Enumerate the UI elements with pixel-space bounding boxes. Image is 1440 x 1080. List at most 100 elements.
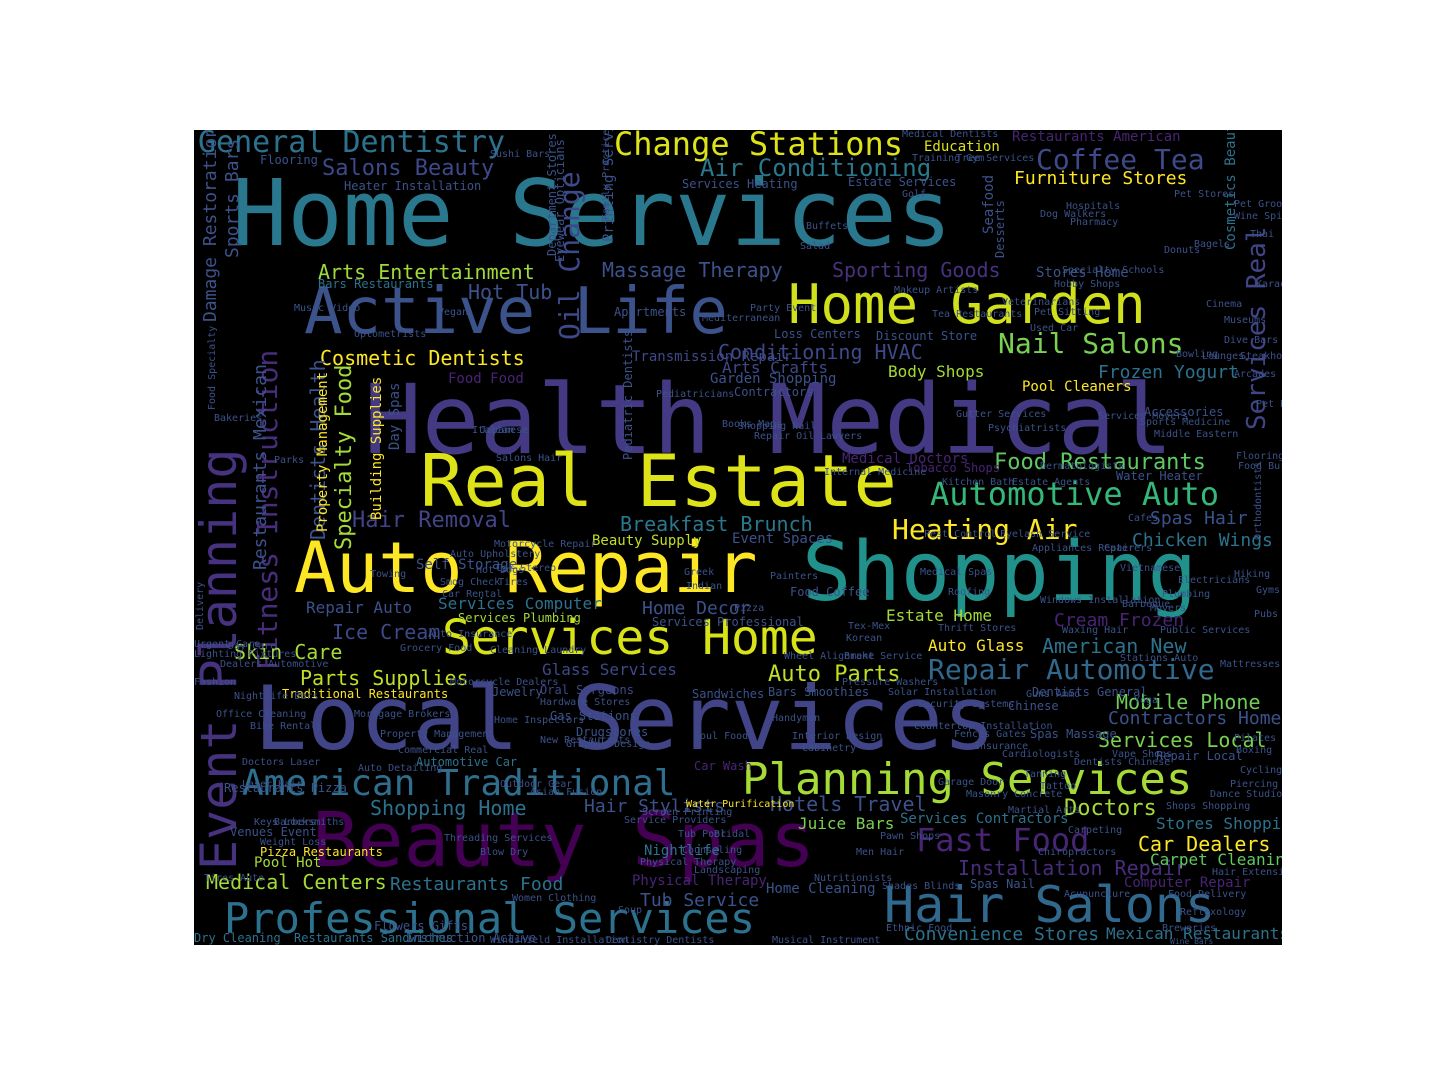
word-cosmetic-dentists: Cosmetic Dentists <box>320 346 525 370</box>
word-repair-local: Repair Local <box>1156 749 1243 763</box>
word-caterers: Caterers <box>1104 543 1153 554</box>
word-tobacco-shops: Tobacco Shops <box>906 461 1000 475</box>
word-day-care: Day Care <box>228 641 277 652</box>
word-optometrists: Optometrists <box>354 329 427 340</box>
word-hobby-shops: Hobby Shops <box>1054 279 1121 290</box>
word-acupuncture: Acupuncture <box>1064 889 1131 900</box>
word-roofing: Roofing <box>948 587 991 598</box>
word-weight-loss: Weight Loss <box>260 837 327 848</box>
word-massage-therapy: Massage Therapy <box>602 258 783 282</box>
word-pool-hot: Pool Hot <box>254 855 322 871</box>
word-solar-installation: Solar Installation <box>888 687 997 698</box>
word-shops-shopping: Shops Shopping <box>1166 801 1251 812</box>
word-tea-restaurants: Tea Restaurants <box>932 309 1023 320</box>
word-plumbing: Plumbing <box>1162 589 1211 600</box>
word-wine-spirits: Wine Spirits <box>1234 211 1282 222</box>
word-professional-services: Professional Services <box>224 894 756 943</box>
word-home-decor: Home Decor <box>642 598 751 619</box>
word-cleaning-laundry: Cleaning Laundry <box>490 645 587 656</box>
word-family-practice: Family Practice <box>601 130 612 220</box>
word-services-heating: Services Heating <box>682 177 798 191</box>
word-car-rental: Car Rental <box>442 589 503 600</box>
word-gas-stations: Gas Stations <box>550 709 637 723</box>
word-food-food: Food Food <box>448 371 524 387</box>
word-parks: Parks <box>274 455 305 466</box>
word-chicken-wings: Chicken Wings <box>1132 530 1273 551</box>
word-laser-hair: Laser Hair <box>242 779 303 790</box>
word-grocery-food: Grocery Food <box>400 643 473 654</box>
word-makeup-artists: Makeup Artists <box>894 285 979 296</box>
word-gutter-services: Gutter Services <box>956 409 1047 420</box>
word-greek: Greek <box>684 567 715 578</box>
word-pediatricians: Pediatricians <box>656 389 735 400</box>
word-cardiologists: Cardiologists <box>1002 749 1081 760</box>
word-estate-agents: Estate Agents <box>1012 477 1091 488</box>
word-repair-automotive: Repair Automotive <box>928 653 1215 686</box>
word-boxing: Boxing <box>1236 745 1273 756</box>
word-salons-hair: Salons Hair <box>496 453 563 464</box>
word-conditioning-hvac: Conditioning HVAC <box>718 340 923 364</box>
word-men-hair: Men Hair <box>856 847 905 858</box>
word-garage-door: Garage Door <box>938 777 1005 788</box>
word-car-dealers: Car Dealers <box>1138 832 1271 856</box>
word-insurance: Insurance <box>974 741 1029 752</box>
word-services-home: Services Home <box>442 610 818 666</box>
word-food-coffee: Food Coffee <box>790 585 870 599</box>
word-fast-food: Fast Food <box>916 821 1090 859</box>
word-tires: Tires <box>498 577 529 588</box>
word-books-mags: Books Mags <box>722 419 783 430</box>
word-carpeting: Carpeting <box>1068 825 1123 836</box>
word-dance-studios: Dance Studios <box>1210 789 1282 800</box>
word-mobile-phone: Mobile Phone <box>1116 690 1261 714</box>
word-thai: Thai <box>1250 229 1275 240</box>
word-hot-tub: Hot Tub <box>468 280 553 304</box>
word-motorcycle-dealers: Motorcycle Dealers <box>450 677 559 688</box>
word-medical-spas: Medical Spas <box>920 567 993 578</box>
word-nail-salons: Nail Salons <box>998 327 1184 360</box>
word-computer-repair: Computer Repair <box>1124 875 1251 891</box>
word-pharmacy: Pharmacy <box>1070 217 1119 228</box>
word-traditional-restaurants: Traditional Restaurants <box>282 687 449 701</box>
word-services-local: Services Local <box>1098 728 1267 752</box>
word-salad: Salad <box>800 241 831 252</box>
word-barbers: Barbers <box>274 817 317 828</box>
word-auto-parts: Auto Parts <box>768 662 901 687</box>
word-hot-dogs: Hot Dogs <box>476 565 525 576</box>
word-flooring: Flooring <box>260 153 318 167</box>
word-tires-auto: Tires Auto <box>204 873 265 884</box>
word-sporting-goods: Sporting Goods <box>832 258 1001 282</box>
word-food-burgers: Food Burgers <box>1238 461 1282 472</box>
word-accessories: Accessories <box>1144 405 1224 419</box>
word-building-supplies: Building Supplies <box>369 376 385 520</box>
word-instruction-active: Instruction Active <box>406 931 537 945</box>
word-veterinarians: Veterinarians <box>1002 297 1081 308</box>
word-auto-insurance: Auto Insurance <box>428 629 513 640</box>
word-planning-services: Planning Services <box>742 754 1193 805</box>
word-dentists-chinese: Dentists Chinese <box>1074 757 1171 768</box>
word-counseling: Counseling <box>682 845 743 856</box>
word-tex-mex: Tex-Mex <box>848 621 891 632</box>
word-home-cleaning: Home Cleaning <box>766 881 876 897</box>
word-doctors: Doctors <box>1064 796 1157 821</box>
word-service-providers: Service Providers <box>624 815 727 826</box>
word-cafes: Cafes <box>1128 513 1159 524</box>
word-fashion: Fashion <box>194 677 237 688</box>
word-damage-restoration: Damage Restoration <box>200 130 221 322</box>
word-local-services: Local Services <box>254 667 996 770</box>
word-water-heater: Water Heater <box>1116 469 1203 483</box>
word-services-plumbing: Services Plumbing <box>458 611 581 625</box>
word-car-stereo: Car Stereo <box>496 563 557 574</box>
word-garden-shopping: Garden Shopping <box>710 371 837 387</box>
word-pizza-restaurants: Pizza Restaurants <box>260 845 383 859</box>
word-automotive-auto: Automotive Auto <box>930 475 1219 513</box>
word-pizza: Pizza <box>734 603 765 614</box>
word-food-specialty: Food Specialty <box>207 325 218 410</box>
word-carpet-cleaning: Carpet Cleaning <box>1150 850 1282 869</box>
word-korean: Korean <box>846 633 883 644</box>
word-loss-centers: Loss Centers <box>774 327 861 341</box>
word-masonry-concrete: Masonry Concrete <box>966 789 1063 800</box>
word-juice-bars: Juice Bars <box>798 814 895 833</box>
word-pool-cleaners: Pool Cleaners <box>1022 379 1132 395</box>
word-stores-shopping: Stores Shopping <box>1156 814 1282 833</box>
word-bars-restaurants: Bars Restaurants <box>318 277 434 291</box>
